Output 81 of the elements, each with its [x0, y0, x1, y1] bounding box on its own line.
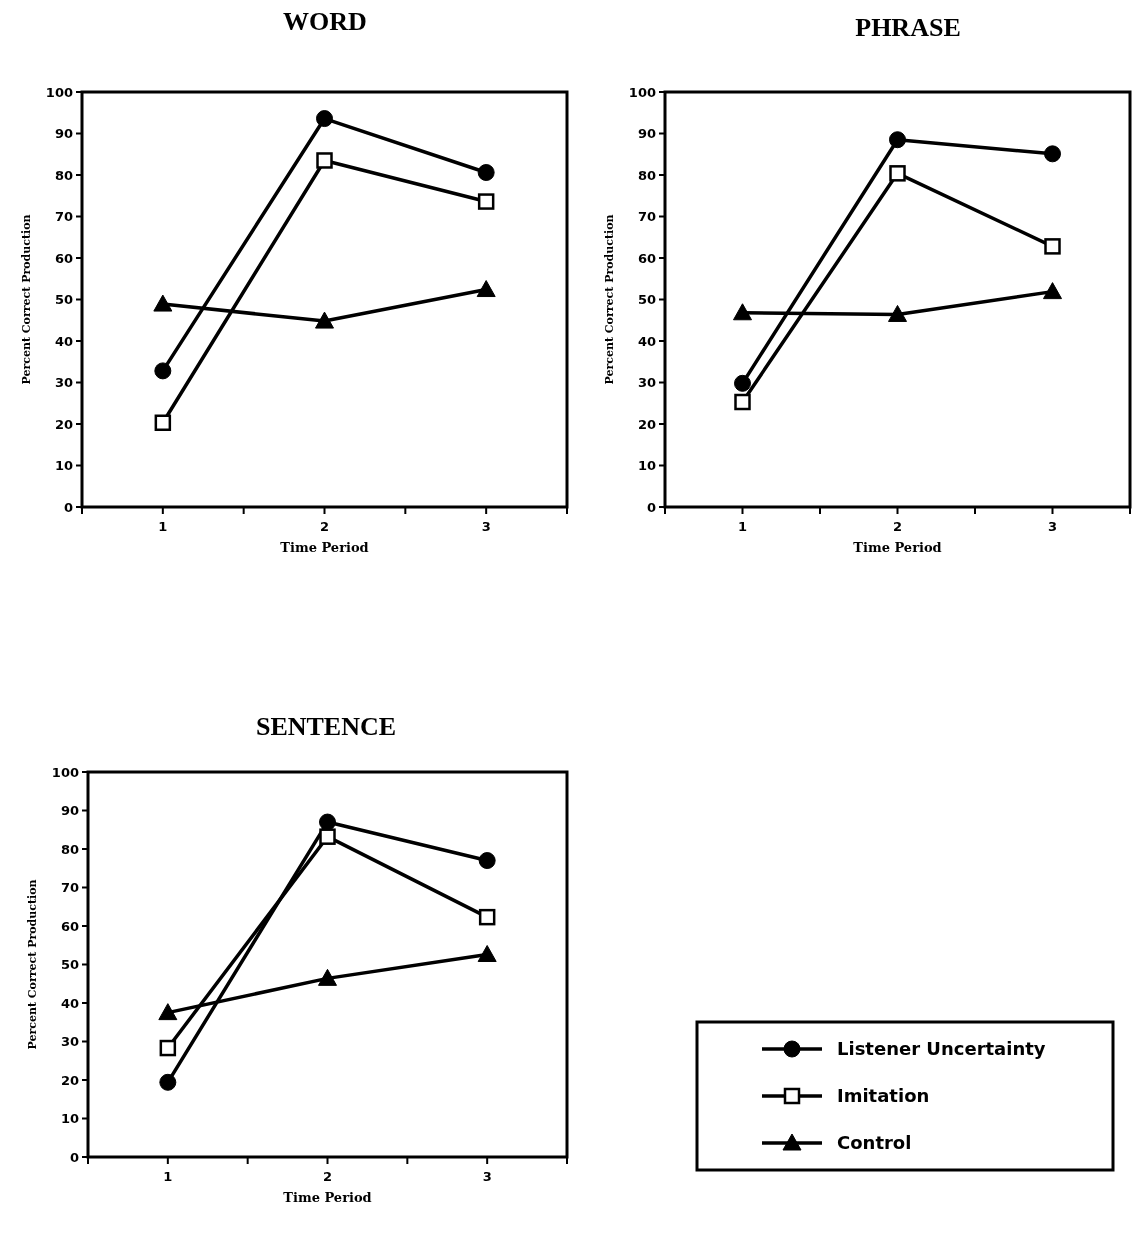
y-tick-label: 0 [63, 499, 73, 515]
y-tick-label: 100 [628, 84, 656, 100]
point [1044, 145, 1061, 163]
y-tick-label: 20 [637, 416, 656, 432]
point [318, 968, 337, 986]
point [476, 280, 496, 298]
y-axis-title: Percent Correct Production [26, 879, 39, 1050]
point [888, 304, 907, 322]
point [159, 1073, 177, 1091]
y-tick-label: 10 [60, 1111, 79, 1127]
y-tick-label: 10 [54, 458, 73, 474]
chart-title: SENTENCE [255, 712, 397, 741]
y-tick-label: 60 [60, 918, 79, 934]
y-tick-label: 40 [637, 333, 656, 349]
point [319, 813, 336, 831]
point [316, 110, 333, 128]
y-tick-label: 40 [54, 333, 73, 349]
point [478, 908, 496, 926]
point [154, 414, 172, 432]
y-tick-label: 60 [54, 250, 73, 266]
point [315, 311, 334, 329]
point [733, 303, 752, 321]
point [734, 393, 751, 411]
x-tick-label: 1 [163, 1169, 173, 1184]
point [477, 164, 495, 182]
y-tick-label: 90 [60, 803, 79, 819]
point [158, 1003, 178, 1021]
point [1044, 238, 1061, 255]
y-tick-label: 80 [637, 167, 656, 183]
x-tick-label: 2 [892, 519, 903, 534]
point [1043, 282, 1062, 300]
point [316, 152, 333, 169]
point [889, 165, 906, 182]
x-axis-title: Time Period [853, 540, 942, 555]
y-tick-label: 20 [60, 1072, 79, 1088]
x-axis-title: Time Period [283, 1190, 372, 1205]
y-tick-label: 50 [60, 957, 79, 973]
point [477, 944, 497, 962]
y-tick-label: 30 [637, 375, 656, 391]
x-axis-title: Time Period [280, 540, 369, 555]
legend-label: Control [837, 1132, 912, 1154]
y-tick-label: 80 [60, 841, 79, 857]
y-axis-title: Percent Correct Production [20, 214, 33, 385]
y-tick-label: 70 [60, 880, 79, 896]
y-tick-label: 30 [54, 375, 73, 391]
point [154, 362, 172, 380]
point [153, 294, 173, 312]
y-tick-label: 90 [54, 126, 73, 142]
legend-label: Imitation [837, 1085, 930, 1107]
y-tick-label: 50 [637, 292, 656, 308]
x-tick-label: 3 [481, 519, 491, 534]
y-tick-label: 100 [51, 764, 79, 780]
x-tick-label: 2 [319, 519, 330, 534]
y-tick-label: 80 [54, 167, 73, 183]
y-tick-label: 10 [637, 458, 656, 474]
y-tick-label: 100 [45, 84, 73, 100]
x-tick-label: 2 [322, 1169, 333, 1184]
point [477, 193, 495, 210]
point [159, 1039, 177, 1057]
y-tick-label: 0 [646, 499, 656, 515]
y-tick-label: 70 [637, 209, 656, 225]
point [889, 131, 906, 149]
chart-title: WORD [283, 7, 367, 36]
point [734, 374, 751, 392]
x-tick-label: 1 [737, 519, 748, 534]
y-tick-label: 60 [637, 250, 656, 266]
x-tick-label: 3 [482, 1169, 492, 1184]
y-tick-label: 50 [54, 292, 73, 308]
legend-label: Listener Uncertainty [837, 1038, 1046, 1060]
y-tick-label: 70 [54, 209, 73, 225]
y-tick-label: 40 [60, 995, 79, 1011]
x-tick-label: 3 [1047, 519, 1058, 534]
point [478, 852, 496, 870]
point [319, 828, 336, 845]
y-axis-title: Percent Correct Production [603, 214, 616, 385]
x-tick-label: 1 [158, 519, 168, 534]
chart-title: PHRASE [855, 13, 961, 42]
y-tick-label: 20 [54, 416, 73, 432]
y-tick-label: 90 [637, 126, 656, 142]
y-tick-label: 30 [60, 1034, 79, 1050]
y-tick-label: 0 [69, 1149, 79, 1165]
